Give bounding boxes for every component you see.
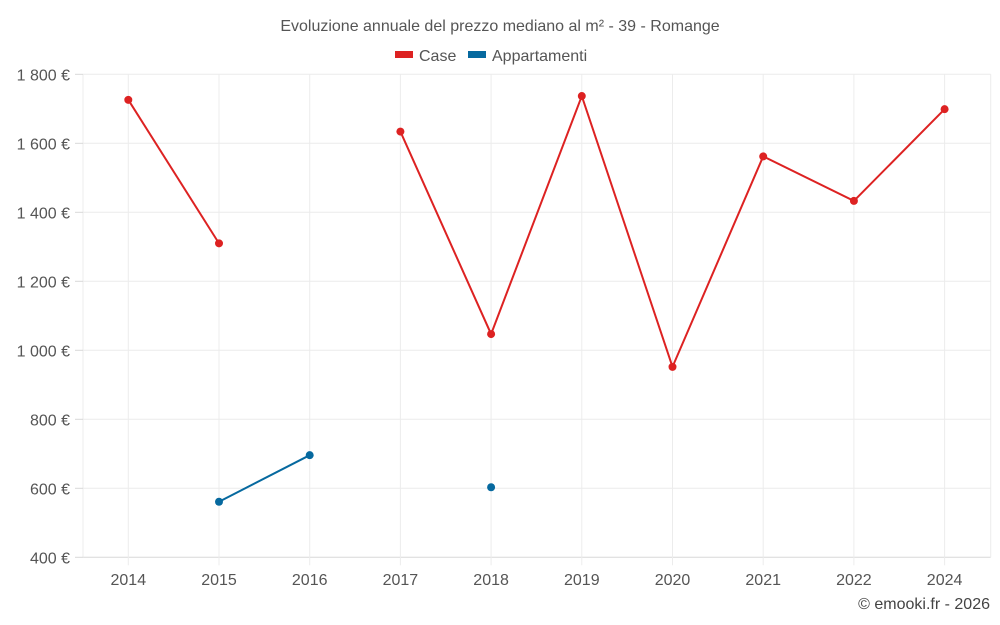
data-point[interactable] xyxy=(487,483,496,492)
x-tick-label: 2020 xyxy=(655,572,691,589)
series-appartamenti xyxy=(215,451,496,506)
y-tick-label: 800 € xyxy=(30,412,70,429)
x-tick-label: 2021 xyxy=(745,572,781,589)
data-point[interactable] xyxy=(849,196,858,205)
legend-swatch xyxy=(395,51,413,58)
chart-title: Evoluzione annuale del prezzo mediano al… xyxy=(280,18,719,35)
x-tick-label: 2015 xyxy=(201,572,237,589)
x-tick-label: 2016 xyxy=(292,572,328,589)
y-tick-label: 1 200 € xyxy=(17,274,70,291)
data-point[interactable] xyxy=(487,330,496,339)
y-tick-label: 1 800 € xyxy=(17,67,70,84)
legend-label: Case xyxy=(419,48,456,65)
data-point[interactable] xyxy=(215,239,223,248)
y-tick-label: 600 € xyxy=(30,481,70,498)
x-tick-label: 2014 xyxy=(111,572,147,589)
series-case xyxy=(124,92,949,371)
series-line xyxy=(127,99,220,244)
x-axis: 2014 2015 2016 2017 2018 2019 2020 2021 2022 2024 xyxy=(111,572,963,589)
data-point[interactable] xyxy=(396,127,405,136)
legend-swatch xyxy=(468,51,486,58)
legend-item-case[interactable]: Case xyxy=(395,48,456,65)
y-tick-label: 400 € xyxy=(30,550,70,567)
x-tick-label: 2018 xyxy=(473,572,509,589)
legend: Case Appartamenti xyxy=(395,48,587,65)
x-tick-label: 2022 xyxy=(836,572,872,589)
y-tick-label: 1 600 € xyxy=(17,136,70,153)
data-point[interactable] xyxy=(124,95,133,104)
data-point[interactable] xyxy=(759,152,768,161)
data-point[interactable] xyxy=(940,105,949,114)
y-axis: 400 € 600 € 800 € 1 000 € 1 200 € 1 400 € 1 60… xyxy=(17,67,83,567)
y-tick-label: 1 000 € xyxy=(17,343,70,360)
data-point[interactable] xyxy=(215,497,223,506)
data-point[interactable] xyxy=(668,362,677,371)
series-line xyxy=(218,454,311,503)
data-point[interactable] xyxy=(577,92,586,101)
series-layer xyxy=(124,92,949,506)
credit-text: © emooki.fr - 2026 xyxy=(858,596,990,613)
x-tick-label: 2019 xyxy=(564,572,600,589)
grid xyxy=(82,73,992,566)
x-tick-label: 2024 xyxy=(927,572,963,589)
y-tick-label: 1 400 € xyxy=(17,205,70,222)
x-tick-label: 2017 xyxy=(383,572,419,589)
legend-item-appartamenti[interactable]: Appartamenti xyxy=(468,48,587,65)
legend-label: Appartamenti xyxy=(492,48,587,65)
data-point[interactable] xyxy=(305,451,314,460)
